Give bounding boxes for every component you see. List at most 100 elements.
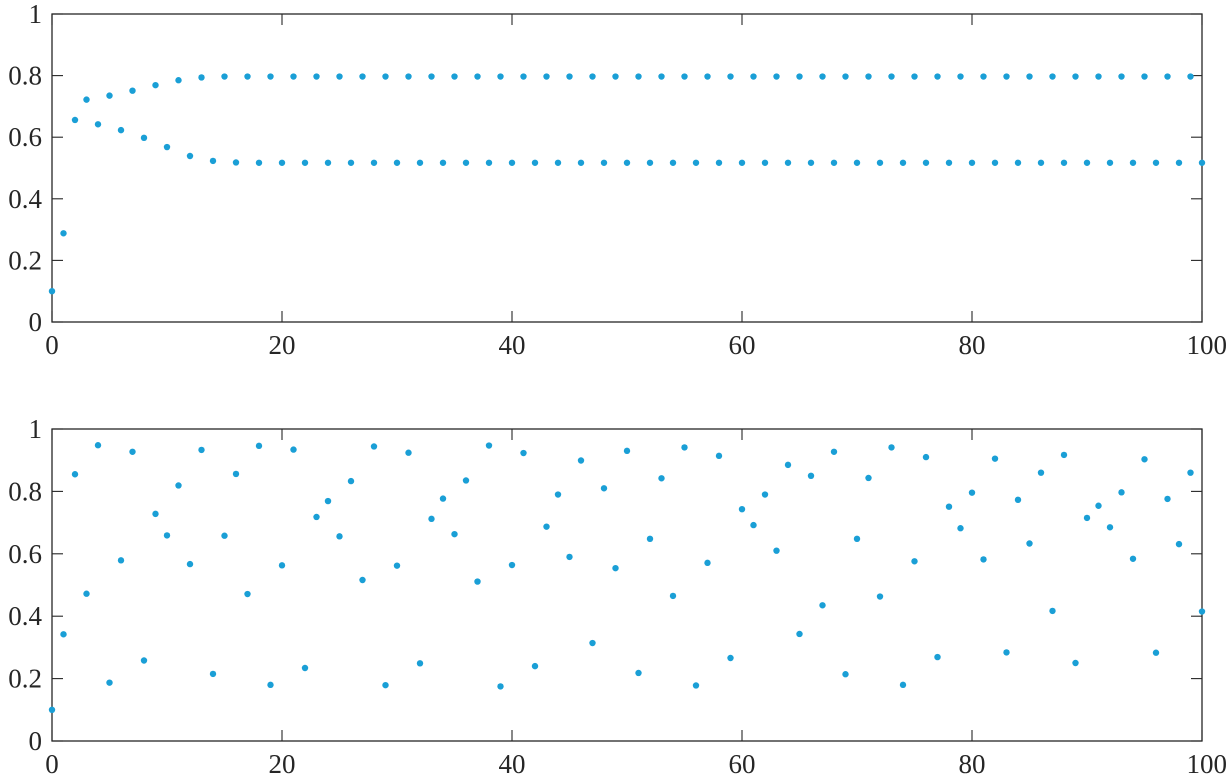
bottom-data-point <box>968 489 976 496</box>
top-y-tick-label: 0.8 <box>8 61 42 91</box>
bottom-y-tick-label: 1 <box>29 414 43 444</box>
top-data-point <box>1129 159 1137 166</box>
top-x-tick-label: 20 <box>269 330 296 360</box>
top-data-point <box>1014 159 1022 166</box>
bottom-data-point <box>439 495 447 502</box>
top-data-point <box>589 73 596 80</box>
top-data-point <box>704 73 711 80</box>
top-data-point <box>198 74 205 81</box>
bottom-data-point <box>669 592 677 600</box>
bottom-data-point <box>117 557 125 564</box>
top-data-point <box>1106 159 1114 166</box>
top-data-point <box>1083 159 1091 166</box>
bottom-data-point <box>1083 514 1091 522</box>
top-data-point <box>658 73 665 80</box>
top-data-point <box>508 159 516 166</box>
bottom-data-point <box>796 630 803 638</box>
top-data-point <box>416 159 424 166</box>
top-data-point <box>681 73 688 80</box>
top-data-point <box>347 159 355 166</box>
bottom-data-point <box>60 631 67 638</box>
top-data-point <box>1175 159 1183 166</box>
bottom-data-point <box>94 442 102 449</box>
bottom-data-point <box>1049 607 1056 615</box>
bottom-data-point <box>957 525 964 532</box>
bottom-data-point <box>198 446 205 454</box>
bottom-data-point <box>1037 469 1045 476</box>
top-data-point <box>255 159 263 166</box>
top-data-point <box>313 73 320 80</box>
top-data-point <box>393 159 401 166</box>
top-data-point <box>106 92 113 99</box>
top-data-point <box>451 73 458 80</box>
bottom-data-point <box>152 510 159 518</box>
top-data-point <box>232 159 240 166</box>
bottom-data-point <box>830 448 838 455</box>
bottom-x-tick-label: 60 <box>729 749 756 775</box>
bottom-y-tick-label: 0.2 <box>8 664 42 694</box>
bottom-data-point <box>1003 649 1010 656</box>
top-data-point <box>152 81 159 89</box>
bottom-data-point <box>163 532 171 539</box>
top-data-point <box>1152 159 1160 166</box>
top-data-point <box>163 143 171 151</box>
bottom-data-point <box>209 670 217 678</box>
top-data-point <box>911 73 918 80</box>
top-data-point <box>945 159 953 166</box>
bottom-data-point <box>140 657 148 664</box>
top-data-point <box>129 87 136 94</box>
bottom-x-tick-label: 80 <box>959 749 986 775</box>
top-data-point <box>301 159 309 166</box>
bottom-data-point <box>336 533 343 540</box>
top-data-point <box>635 73 642 80</box>
top-x-tick-label: 40 <box>499 330 526 360</box>
bottom-data-point <box>1141 456 1148 463</box>
top-data-point <box>520 73 527 80</box>
bottom-data-point <box>807 472 815 479</box>
bottom-x-tick-label: 40 <box>499 749 526 775</box>
top-data-point <box>715 159 723 166</box>
top-data-point <box>727 73 734 80</box>
top-data-point <box>244 73 251 80</box>
top-data-point <box>462 159 470 166</box>
top-data-point <box>290 73 297 80</box>
bottom-data-point <box>876 593 884 600</box>
top-data-point <box>750 73 757 80</box>
bottom-data-point <box>71 471 79 478</box>
bottom-data-point <box>428 515 435 523</box>
bottom-data-point <box>175 482 182 489</box>
bottom-x-tick-label: 100 <box>1187 749 1228 775</box>
bottom-scatter-plot: 0 20 40 60 80 100 0 0.2 0.4 0.6 0.8 1 <box>8 414 1227 775</box>
bottom-data-point <box>704 559 711 567</box>
bottom-data-point <box>681 444 688 451</box>
bottom-data-point <box>301 664 309 672</box>
top-data-point <box>336 73 343 80</box>
top-data-point <box>209 157 217 165</box>
top-data-point <box>876 159 884 166</box>
top-data-point <box>612 73 619 80</box>
top-data-point <box>796 73 803 80</box>
bottom-data-point <box>784 461 792 469</box>
top-data-point <box>991 159 999 166</box>
top-data-point <box>48 288 56 295</box>
top-data-point <box>267 73 274 80</box>
bottom-y-tick-label: 0 <box>29 726 43 756</box>
top-axes-frame <box>51 13 1203 323</box>
top-x-tick-label: 60 <box>729 330 756 360</box>
top-data-point <box>497 73 504 80</box>
bottom-data-point <box>48 706 56 713</box>
top-data-point <box>980 73 987 80</box>
top-data-point <box>1118 73 1125 80</box>
bottom-data-point <box>313 513 320 521</box>
top-data-point <box>784 159 792 166</box>
top-data-point <box>405 73 412 80</box>
top-data-point <box>359 73 366 80</box>
bottom-data-point <box>83 590 90 597</box>
bottom-y-tick-label: 0.4 <box>8 601 42 631</box>
bottom-data-point <box>750 521 757 529</box>
bottom-data-point <box>911 558 918 565</box>
top-data-point <box>543 73 550 80</box>
bottom-data-point <box>531 662 539 670</box>
top-data-point <box>531 159 539 166</box>
